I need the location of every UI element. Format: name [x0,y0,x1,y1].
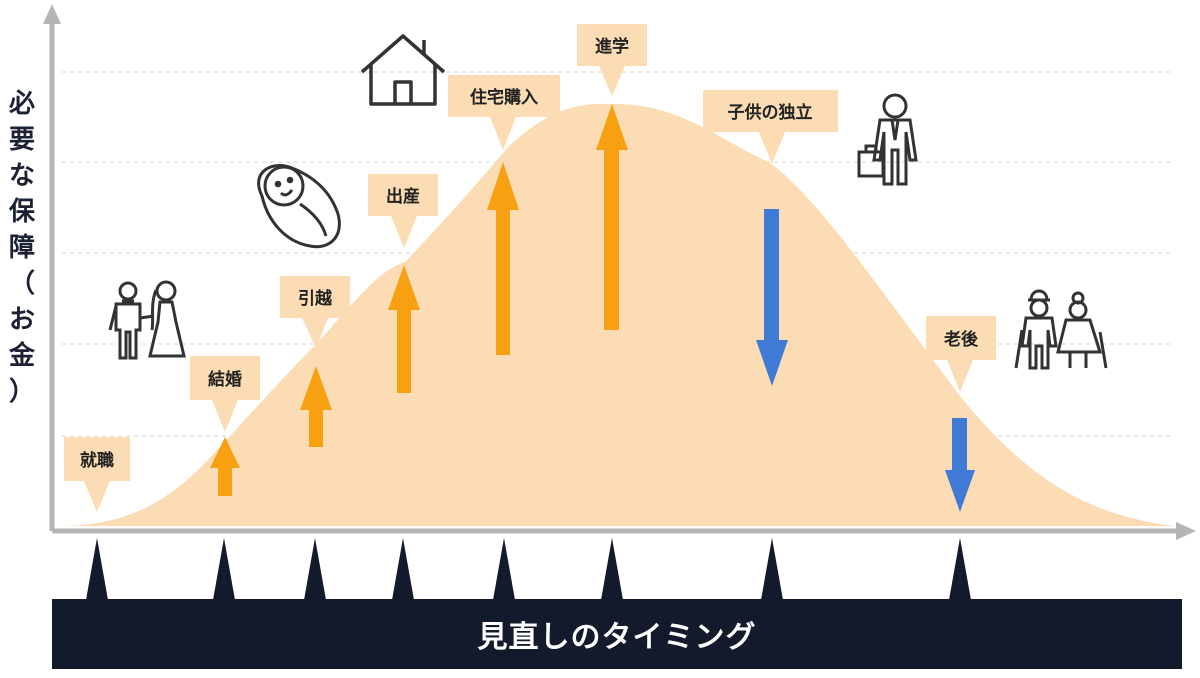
y-axis-label: 必要な保障 （ お金 ） [4,86,40,410]
y-axis-label-char: 保 [8,197,35,227]
event-label: 住宅購入 [448,75,560,150]
house-icon [360,34,446,106]
event-label: 引越 [280,276,350,348]
y-axis-label-char: 障 [8,233,35,263]
event-label-text: 老後 [943,329,979,350]
event-label: 出産 [368,174,438,248]
event-label: 老後 [926,316,996,392]
event-label-text: 就職 [80,450,114,471]
y-axis-label-char: お [8,305,35,335]
y-axis-label-char: ） [8,377,35,407]
event-label: 結婚 [190,356,260,432]
y-axis-label-char: な [8,161,35,191]
event-label-text: 住宅購入 [470,87,538,108]
arrow-up-marriage [210,437,240,496]
event-label: 就職 [64,437,130,512]
y-axis-label-char: 金 [8,341,35,371]
wedding-couple-icon [108,280,186,360]
event-label: 子供の独立 [703,90,838,164]
arrow-down-retirement [945,418,975,512]
event-label-text: 結婚 [208,369,242,390]
arrow-up-education [596,104,628,330]
event-label: 進学 [577,24,647,96]
increase-arrows [210,104,628,496]
businessman-icon [857,93,918,186]
arrow-up-house [487,162,519,355]
decrease-arrows [756,209,975,512]
axes [43,4,1196,540]
timing-markers [86,538,971,600]
elderly-couple-icon [1014,289,1108,370]
y-axis-label-char: 要 [8,125,35,155]
arrow-up-birth [388,265,420,393]
event-label-text: 出産 [386,186,420,207]
baby-icon [257,164,341,249]
event-labels: 就職 結婚 引越 出産 [64,24,996,512]
timing-bar-label: 見直しのタイミング [477,620,757,655]
arrow-down-independence [756,209,788,386]
event-label-text: 引越 [298,288,333,309]
timing-bar: 見直しのタイミング [52,599,1182,669]
event-label-text: 進学 [595,36,629,57]
arrow-up-moving [300,366,332,447]
event-label-text: 子供の独立 [728,102,813,123]
y-axis-label-char: 必 [8,89,35,119]
y-axis-label-char: （ [8,269,35,299]
